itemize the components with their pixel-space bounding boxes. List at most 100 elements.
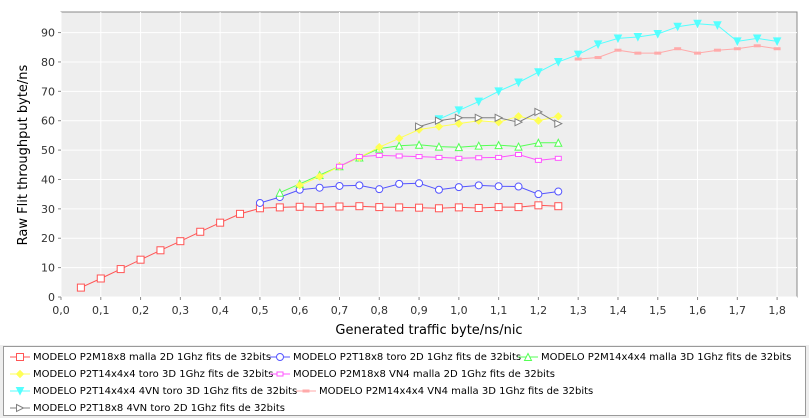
x-tick-label: 1,6 bbox=[689, 304, 707, 317]
data-point bbox=[455, 155, 463, 161]
legend-swatch-marker bbox=[302, 389, 310, 393]
data-point bbox=[415, 122, 424, 131]
data-point bbox=[613, 34, 623, 44]
data-point bbox=[573, 50, 583, 60]
data-point bbox=[335, 181, 344, 190]
legend-swatch bbox=[10, 353, 30, 361]
data-point bbox=[415, 179, 424, 188]
data-point bbox=[216, 218, 225, 227]
data-point bbox=[514, 117, 524, 127]
data-point bbox=[514, 182, 523, 191]
data-point bbox=[733, 37, 742, 46]
x-tick-label: 1,0 bbox=[450, 304, 468, 317]
legend-swatch bbox=[296, 389, 316, 393]
series-8 bbox=[415, 107, 563, 131]
legend-swatch-marker bbox=[276, 353, 284, 361]
data-point bbox=[674, 47, 682, 51]
chart-svg: 0,0 0,1 0,2 0,3 0,4 0,5 0,6 0,7 0,8 0,9 1,0 1,1 1,2 1… bbox=[16, 11, 798, 338]
data-point bbox=[414, 140, 424, 149]
data-point bbox=[534, 190, 543, 199]
data-point bbox=[593, 40, 603, 49]
x-tick-label: 1,1 bbox=[490, 304, 508, 317]
y-tick-label: 10 bbox=[41, 262, 55, 275]
data-point bbox=[355, 181, 364, 190]
data-point bbox=[415, 203, 424, 212]
x-tick-label: 0,0 bbox=[52, 304, 70, 317]
data-point bbox=[514, 112, 523, 121]
data-point bbox=[554, 112, 563, 121]
data-point bbox=[236, 209, 245, 218]
data-point bbox=[176, 237, 185, 246]
legend-swatch bbox=[270, 371, 290, 377]
series-7 bbox=[574, 44, 781, 61]
data-point bbox=[534, 68, 543, 77]
x-tick-label: 0,6 bbox=[291, 304, 309, 317]
legend-swatch-marker bbox=[16, 403, 25, 413]
x-tick-label: 1,2 bbox=[530, 304, 548, 317]
data-point bbox=[116, 265, 125, 274]
data-point bbox=[694, 51, 702, 55]
data-point bbox=[673, 22, 682, 32]
legend-item: MODELO P2T14x4x4 toro 3D 1Ghz fits de 32… bbox=[10, 366, 273, 382]
grid-layer bbox=[60, 12, 797, 298]
data-point bbox=[474, 141, 484, 150]
data-point bbox=[255, 198, 264, 207]
data-point bbox=[653, 30, 663, 39]
y-tick-label: 50 bbox=[41, 144, 55, 157]
data-point bbox=[494, 182, 503, 191]
data-point bbox=[534, 157, 542, 163]
data-point bbox=[394, 141, 404, 150]
data-point bbox=[76, 283, 85, 292]
data-point bbox=[772, 37, 782, 46]
legend-label: MODELO P2M14x4x4 malla 3D 1Ghz fits de 3… bbox=[541, 351, 792, 363]
data-point bbox=[395, 179, 404, 188]
data-point bbox=[375, 142, 384, 152]
data-point bbox=[355, 154, 363, 160]
data-point bbox=[554, 119, 563, 128]
data-point bbox=[574, 57, 582, 61]
data-point bbox=[375, 152, 383, 158]
data-point bbox=[434, 141, 444, 151]
data-point bbox=[654, 51, 662, 55]
data-point bbox=[96, 274, 105, 283]
y-tick-label: 60 bbox=[41, 115, 55, 128]
data-point bbox=[534, 138, 543, 147]
data-point bbox=[375, 185, 384, 194]
data-point bbox=[315, 172, 324, 181]
x-tick-label: 1,4 bbox=[609, 304, 627, 317]
series-line bbox=[438, 23, 778, 120]
chart-panel: 0,0 0,1 0,2 0,3 0,4 0,5 0,6 0,7 0,8 0,9 1,0 1,1 1,2 1… bbox=[0, 0, 809, 345]
data-point bbox=[315, 203, 324, 212]
data-point bbox=[515, 152, 523, 157]
x-axis-title: Generated traffic byte/ns/nic bbox=[335, 323, 522, 338]
data-point bbox=[295, 202, 304, 211]
data-point bbox=[335, 202, 344, 211]
x-tick-label: 1,3 bbox=[569, 304, 587, 317]
data-point bbox=[753, 44, 761, 48]
data-point bbox=[494, 87, 503, 96]
data-point bbox=[494, 140, 503, 150]
data-point bbox=[434, 204, 443, 213]
legend-swatch-marker bbox=[523, 352, 533, 361]
legend-item: MODELO P2M14x4x4 malla 3D 1Ghz fits de 3… bbox=[518, 349, 791, 365]
data-point bbox=[454, 183, 463, 192]
y-tick-label: 20 bbox=[41, 232, 55, 245]
x-tick-label: 1,8 bbox=[768, 304, 786, 317]
data-point bbox=[553, 138, 563, 147]
legend-label: MODELO P2T18x8 toro 2D 1Ghz fits de 32bi… bbox=[293, 351, 522, 363]
data-point bbox=[733, 47, 741, 51]
data-point bbox=[494, 203, 503, 212]
legend-swatch bbox=[10, 403, 30, 413]
legend-swatch bbox=[10, 369, 30, 379]
data-point bbox=[395, 153, 403, 159]
x-tick-label: 0,8 bbox=[371, 304, 389, 317]
x-tick-label: 0,3 bbox=[172, 304, 190, 317]
data-point bbox=[553, 57, 563, 67]
legend-label: MODELO P2M14x4x4 VN4 malla 3D 1Ghz fits … bbox=[319, 385, 594, 397]
legend-item: MODELO P2M18x8 malla 2D 1Ghz fits de 32b… bbox=[10, 349, 271, 365]
data-point bbox=[395, 203, 404, 212]
data-point bbox=[773, 47, 781, 51]
x-tick-label: 0,7 bbox=[331, 304, 349, 317]
data-point bbox=[335, 163, 343, 169]
data-point bbox=[454, 203, 463, 212]
